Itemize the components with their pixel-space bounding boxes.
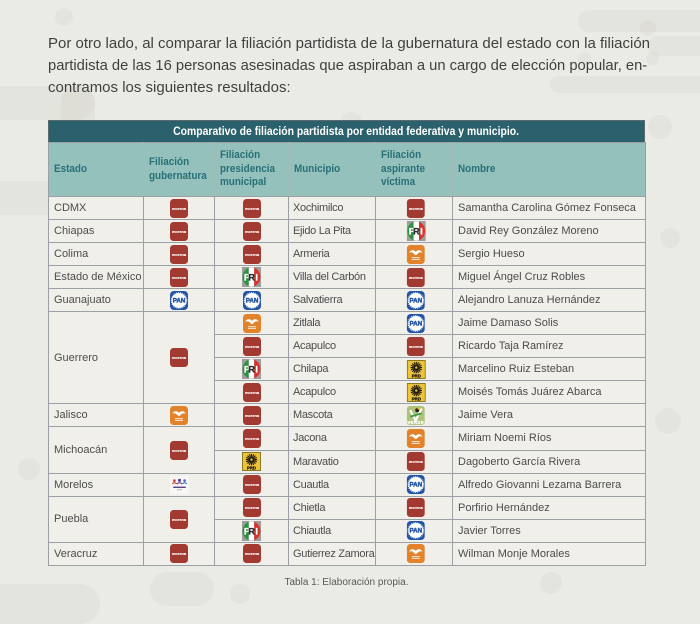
svg-text:PAN: PAN xyxy=(409,482,422,489)
svg-text:PAN: PAN xyxy=(173,297,186,304)
svg-text:morena: morena xyxy=(244,482,259,487)
svg-text:PAN: PAN xyxy=(409,320,422,327)
svg-text:morena: morena xyxy=(244,205,259,210)
svg-text:morena: morena xyxy=(172,275,187,280)
svg-text:I: I xyxy=(420,227,423,238)
svg-text:R: R xyxy=(413,227,420,238)
svg-text:morena: morena xyxy=(244,505,259,510)
svg-text:morena: morena xyxy=(172,517,187,522)
svg-text:morena: morena xyxy=(244,436,259,441)
svg-text:I: I xyxy=(255,526,258,537)
svg-text:morena: morena xyxy=(244,390,259,395)
svg-text:PRD: PRD xyxy=(411,396,420,401)
svg-text:morena: morena xyxy=(409,505,424,510)
svg-text:morena: morena xyxy=(172,205,187,210)
svg-text:PAN: PAN xyxy=(409,528,422,535)
svg-text:morena: morena xyxy=(172,551,187,556)
svg-text:morena: morena xyxy=(172,447,187,452)
svg-text:P: P xyxy=(244,526,251,537)
svg-text:morena: morena xyxy=(244,252,259,257)
svg-text:PRD: PRD xyxy=(247,465,256,470)
svg-text:R: R xyxy=(248,273,255,284)
svg-text:morena: morena xyxy=(409,459,424,464)
svg-text:morena: morena xyxy=(244,551,259,556)
svg-text:P: P xyxy=(408,227,415,238)
svg-text:PAN: PAN xyxy=(245,297,258,304)
svg-text:VERDE: VERDE xyxy=(407,420,424,425)
svg-text:morena: morena xyxy=(409,205,424,210)
svg-text:morena: morena xyxy=(244,413,259,418)
svg-text:I: I xyxy=(255,365,258,376)
svg-text:P: P xyxy=(244,273,251,284)
svg-text:PRD: PRD xyxy=(411,373,420,378)
svg-text:morena: morena xyxy=(172,252,187,257)
svg-text:morena: morena xyxy=(244,344,259,349)
svg-text:R: R xyxy=(248,365,255,376)
svg-text:morena: morena xyxy=(409,344,424,349)
svg-text:morena: morena xyxy=(172,228,187,233)
svg-text:R: R xyxy=(248,526,255,537)
svg-text:morena: morena xyxy=(244,228,259,233)
svg-text:I: I xyxy=(255,273,258,284)
svg-text:morena: morena xyxy=(172,355,187,360)
svg-text:morena: morena xyxy=(409,275,424,280)
svg-text:PAN: PAN xyxy=(409,297,422,304)
svg-text:P: P xyxy=(244,365,251,376)
